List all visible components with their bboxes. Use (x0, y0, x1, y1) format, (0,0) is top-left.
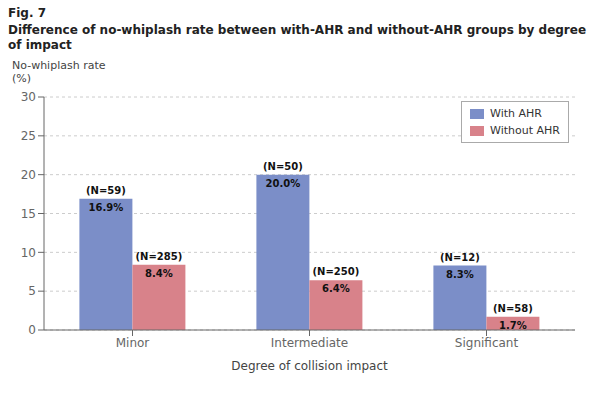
svg-text:5: 5 (28, 284, 36, 298)
svg-text:8.4%: 8.4% (145, 268, 173, 279)
svg-text:8.3%: 8.3% (446, 269, 474, 280)
svg-text:0: 0 (28, 323, 36, 337)
html-text:With AHR: With AHR (490, 107, 542, 120)
svg-text:(N=285): (N=285) (136, 251, 183, 262)
svg-text:25: 25 (21, 129, 36, 143)
svg-text:20.0%: 20.0% (266, 178, 301, 189)
svg-text:(N=59): (N=59) (86, 185, 126, 196)
svg-text:16.9%: 16.9% (89, 202, 124, 213)
svg-text:Significant: Significant (455, 336, 519, 350)
svg-text:Minor: Minor (116, 336, 150, 350)
html-text:Difference of no-whiplash rate: Difference of no-whiplash rate between w… (8, 23, 587, 52)
svg-text:1.7%: 1.7% (499, 320, 527, 331)
svg-text:10: 10 (21, 246, 36, 260)
svg-text:Degree of collision impact: Degree of collision impact (231, 359, 388, 373)
svg-text:15: 15 (21, 207, 36, 221)
html-text:No-whiplash rate: No-whiplash rate (12, 59, 106, 72)
svg-text:30: 30 (21, 90, 36, 104)
html-text:Without AHR: Without AHR (490, 124, 560, 137)
html-text:Fig. 7: Fig. 7 (8, 6, 46, 20)
svg-text:20: 20 (21, 168, 36, 182)
svg-text:(N=58): (N=58) (493, 303, 533, 314)
svg-text:(N=50): (N=50) (263, 161, 303, 172)
svg-text:Intermediate: Intermediate (271, 336, 348, 350)
svg-text:6.4%: 6.4% (322, 283, 350, 294)
svg-text:(N=12): (N=12) (440, 252, 480, 263)
svg-text:(N=250): (N=250) (313, 266, 360, 277)
